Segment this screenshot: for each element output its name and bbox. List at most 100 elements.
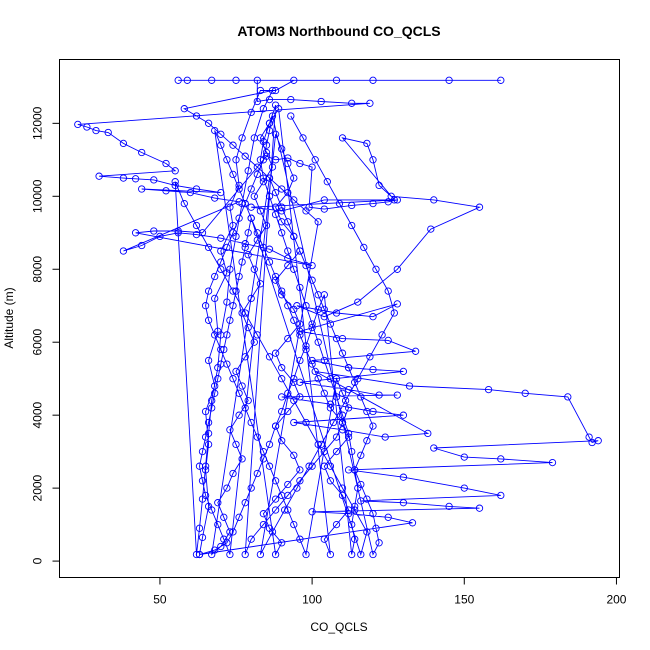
- data-point: [229, 375, 237, 383]
- data-point: [223, 243, 231, 252]
- data-point: [375, 539, 383, 547]
- data-point: [308, 462, 316, 470]
- data-point: [399, 411, 408, 419]
- data-point: [201, 462, 210, 470]
- data-point: [244, 229, 252, 237]
- data-point: [131, 175, 140, 183]
- data-point: [369, 510, 377, 518]
- data-point: [204, 243, 213, 252]
- data-point: [369, 199, 377, 208]
- data-point: [271, 210, 280, 219]
- data-point: [253, 229, 261, 237]
- data-point: [278, 393, 286, 401]
- data-point: [354, 375, 362, 383]
- data-point: [262, 141, 271, 149]
- data-point: [247, 535, 255, 543]
- data-point: [399, 473, 408, 481]
- data-point: [259, 105, 268, 113]
- data-point: [408, 519, 417, 527]
- data-point: [271, 477, 280, 485]
- data-point: [320, 389, 328, 397]
- data-point: [253, 331, 261, 339]
- data-point: [278, 145, 286, 153]
- data-point: [290, 316, 298, 324]
- data-point: [226, 528, 234, 536]
- data-point: [375, 181, 383, 190]
- data-point: [253, 163, 261, 171]
- data-point: [259, 178, 268, 186]
- data-point: [284, 188, 292, 197]
- data-point: [271, 276, 280, 284]
- data-point: [302, 550, 310, 559]
- data-point: [195, 524, 204, 532]
- data-point: [192, 112, 201, 120]
- data-point: [308, 320, 316, 328]
- data-point: [217, 345, 225, 354]
- data-point: [351, 535, 359, 543]
- data-point: [284, 159, 292, 168]
- data-point: [278, 491, 286, 500]
- data-point: [214, 520, 222, 529]
- data-point: [284, 261, 292, 270]
- data-point: [311, 156, 319, 164]
- data-point: [223, 156, 231, 164]
- data-point: [320, 205, 328, 213]
- data-point: [320, 447, 328, 456]
- data-point: [268, 86, 277, 95]
- data-point: [241, 353, 249, 361]
- data-point: [351, 466, 359, 474]
- data-point: [226, 550, 234, 559]
- data-point: [296, 327, 304, 335]
- data-point: [211, 126, 219, 135]
- data-point: [262, 148, 271, 157]
- data-point: [366, 99, 374, 107]
- data-point: [268, 528, 277, 536]
- data-point: [296, 535, 304, 543]
- data-point: [259, 156, 268, 164]
- data-point: [265, 126, 274, 135]
- data-point: [296, 159, 304, 168]
- data-point: [338, 349, 347, 357]
- data-point: [278, 364, 286, 372]
- data-point: [317, 97, 325, 106]
- data-point: [271, 203, 280, 211]
- data-point: [484, 385, 493, 394]
- data-point: [174, 229, 182, 237]
- data-point: [204, 316, 213, 324]
- data-point: [268, 112, 277, 120]
- data-point: [372, 265, 380, 273]
- data-point: [198, 533, 207, 542]
- data-point: [74, 120, 82, 129]
- data-point: [393, 196, 401, 204]
- series-line: [77, 79, 599, 557]
- data-point: [217, 234, 225, 242]
- data-point: [314, 375, 322, 383]
- data-point: [259, 455, 268, 463]
- data-point: [250, 134, 258, 142]
- data-point: [314, 218, 322, 226]
- data-point: [564, 393, 572, 401]
- data-point: [317, 440, 325, 449]
- data-point: [296, 331, 304, 339]
- data-point: [238, 382, 246, 390]
- data-point: [305, 462, 313, 470]
- data-point: [220, 345, 228, 354]
- data-point: [204, 356, 213, 365]
- data-point: [271, 550, 280, 559]
- data-point: [198, 229, 207, 237]
- data-point: [238, 134, 246, 142]
- data-point: [278, 185, 286, 193]
- data-point: [244, 396, 252, 405]
- data-point: [344, 364, 353, 372]
- data-point: [290, 232, 298, 241]
- data-point: [332, 76, 341, 84]
- data-point: [378, 331, 386, 339]
- data-point: [296, 356, 304, 365]
- data-point: [308, 163, 316, 171]
- data-point: [192, 221, 201, 230]
- data-point: [235, 214, 243, 222]
- data-point: [241, 152, 249, 160]
- data-point: [384, 513, 392, 521]
- data-point: [119, 174, 128, 182]
